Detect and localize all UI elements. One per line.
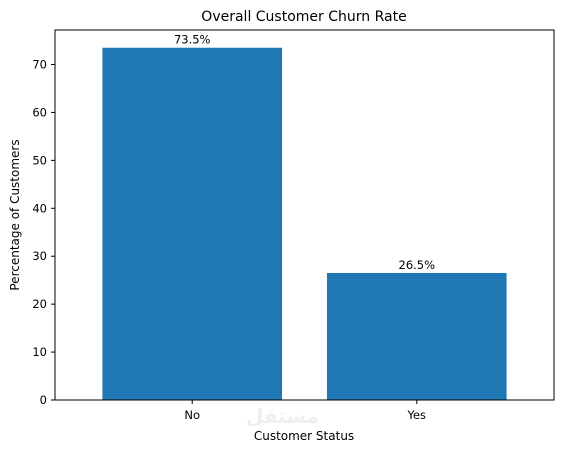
bars-group	[102, 47, 507, 401]
chart-title: Overall Customer Churn Rate	[201, 9, 406, 25]
x-tick-label-yes: Yes	[406, 408, 426, 422]
x-axis-ticks: No Yes	[184, 400, 426, 422]
data-label-yes: 26.5%	[399, 258, 436, 272]
x-axis-label: Customer Status	[254, 429, 354, 443]
y-tick-label-0: 0	[40, 393, 47, 407]
y-tick-label-70: 70	[32, 58, 47, 72]
y-tick-label-10: 10	[32, 345, 47, 359]
y-axis-ticks: 0 10 20 30 40 50 60 70	[32, 58, 55, 407]
data-label-no: 73.5%	[174, 33, 211, 47]
x-tick-label-no: No	[184, 408, 200, 422]
plot-frame	[54, 29, 555, 401]
y-tick-label-20: 20	[32, 297, 47, 311]
bar-no	[102, 47, 283, 401]
y-tick-label-60: 60	[32, 105, 47, 119]
bar-yes	[326, 272, 507, 400]
y-tick-label-40: 40	[32, 201, 47, 215]
y-tick-label-50: 50	[32, 153, 47, 167]
y-tick-label-30: 30	[32, 249, 47, 263]
y-axis-label: Percentage of Customers	[8, 139, 22, 290]
data-labels-group: 73.5% 26.5%	[174, 33, 435, 272]
